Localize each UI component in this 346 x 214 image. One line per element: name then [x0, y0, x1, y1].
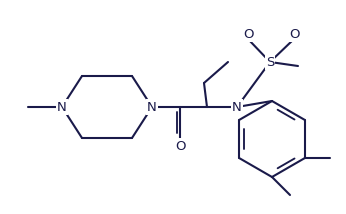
- Text: N: N: [57, 101, 67, 113]
- Text: N: N: [232, 101, 242, 113]
- Text: O: O: [289, 28, 299, 40]
- Text: S: S: [266, 55, 274, 68]
- Text: N: N: [147, 101, 157, 113]
- Text: O: O: [243, 28, 253, 40]
- Text: O: O: [175, 140, 185, 153]
